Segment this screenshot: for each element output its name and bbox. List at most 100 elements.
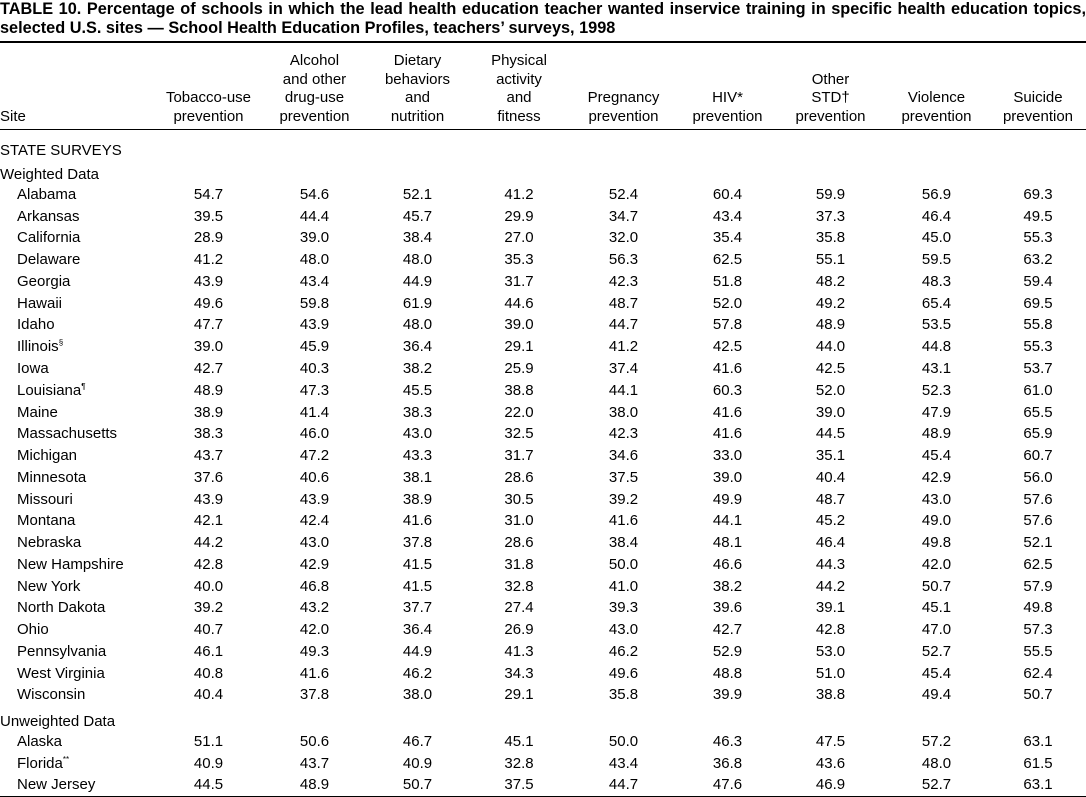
data-row: Delaware 41.2 48.0 48.0 35.3 56.3 62.5 55.1 59.5… <box>0 249 1086 271</box>
site-cell: Ohio <box>0 619 155 641</box>
value-cell: 40.9 <box>193 755 224 773</box>
value-cell: 46.6 <box>712 555 743 573</box>
header-line: and <box>506 89 532 107</box>
value-cell: 41.6 <box>299 664 330 682</box>
header-line: activity <box>496 70 542 88</box>
data-row: Massachusetts 38.3 46.0 43.0 32.5 42.3 41.6 44.… <box>0 423 1086 445</box>
value-cell: 65.9 <box>1023 425 1053 443</box>
value-cell: 37.8 <box>402 534 433 552</box>
value-cell: 48.7 <box>815 490 846 508</box>
data-row: Illinois§ 39.0 45.9 36.4 29.1 41.2 42.5 44.0 44.… <box>0 336 1086 358</box>
value-cell: 42.9 <box>299 555 330 573</box>
value-cell: 54.6 <box>299 185 330 203</box>
value-cell: 46.4 <box>815 534 846 552</box>
value-cell: 48.0 <box>921 755 952 773</box>
value-cell: 50.7 <box>921 577 952 595</box>
value-cell: 45.1 <box>921 599 952 617</box>
value-cell: 38.3 <box>193 425 224 443</box>
column-header: Physical activity and fitness <box>468 42 570 130</box>
column-header: HIV* prevention <box>677 42 778 130</box>
value-cell: 44.9 <box>402 642 433 660</box>
value-cell: 42.0 <box>921 555 952 573</box>
value-cell: 38.2 <box>402 360 433 377</box>
value-cell: 47.0 <box>921 621 952 639</box>
value-cell: 35.8 <box>608 686 639 704</box>
header-line: prevention <box>795 108 866 126</box>
value-cell: 37.6 <box>193 468 224 486</box>
value-cell: 57.6 <box>1023 512 1053 530</box>
group-row: Unweighted Data <box>0 706 1086 731</box>
site-name: Idaho <box>17 316 55 334</box>
site-name: Louisiana <box>17 381 82 399</box>
site-name: Nebraska <box>17 534 82 552</box>
value-cell: 41.5 <box>402 577 433 595</box>
value-cell: 41.6 <box>608 512 639 530</box>
value-cell: 34.7 <box>608 207 639 225</box>
value-cell: 27.4 <box>504 599 534 617</box>
value-cell: 44.7 <box>608 776 639 794</box>
value-cell: 46.2 <box>402 664 433 682</box>
value-cell: 69.5 <box>1023 294 1053 312</box>
site-name: Maine <box>17 403 58 421</box>
value-cell: 52.3 <box>921 381 952 399</box>
site-cell: Nebraska <box>0 532 155 554</box>
value-cell: 46.8 <box>299 577 330 595</box>
value-cell: 49.8 <box>1023 599 1053 617</box>
value-cell: 35.4 <box>712 229 743 247</box>
header-line: fitness <box>497 108 541 126</box>
value-cell: 48.9 <box>193 381 224 399</box>
value-cell: 48.9 <box>299 776 330 794</box>
value-cell: 47.6 <box>712 776 743 794</box>
value-cell: 41.6 <box>712 360 743 377</box>
value-cell: 40.9 <box>402 755 433 773</box>
value-cell: 45.7 <box>402 207 433 225</box>
value-cell: 55.8 <box>1023 316 1053 334</box>
value-cell: 38.4 <box>402 229 433 247</box>
site-cell: West Virginia <box>0 663 155 685</box>
site-name: Georgia <box>17 272 71 290</box>
header-line: Violence <box>907 89 966 107</box>
value-cell: 57.8 <box>712 316 743 334</box>
header-line: Site <box>0 108 26 126</box>
value-cell: 29.1 <box>504 686 534 704</box>
value-cell: 55.5 <box>1023 642 1053 660</box>
value-cell: 44.8 <box>921 338 952 356</box>
value-cell: 46.0 <box>299 425 330 443</box>
value-cell: 48.0 <box>402 316 433 334</box>
value-cell: 48.3 <box>921 272 952 290</box>
value-cell: 31.7 <box>504 447 534 465</box>
value-cell: 48.8 <box>712 664 743 682</box>
value-cell: 41.2 <box>504 185 534 203</box>
value-cell: 61.0 <box>1023 381 1053 399</box>
value-cell: 40.3 <box>299 360 330 377</box>
value-cell: 41.6 <box>712 425 743 443</box>
value-cell: 40.0 <box>193 577 224 595</box>
data-row: Alabama 54.7 54.6 52.1 41.2 52.4 60.4 59.9 56.9 6… <box>0 184 1086 206</box>
value-cell: 62.4 <box>1023 664 1053 682</box>
site-name: Florida <box>17 755 63 773</box>
value-cell: 41.2 <box>193 251 224 269</box>
site-name: Alaska <box>17 733 63 751</box>
value-cell: 43.1 <box>921 360 952 377</box>
site-name: Wisconsin <box>17 686 86 704</box>
value-cell: 30.5 <box>504 490 534 508</box>
value-cell: 55.3 <box>1023 229 1053 247</box>
value-cell: 48.0 <box>299 251 330 269</box>
value-cell: 39.1 <box>815 599 846 617</box>
value-cell: 49.3 <box>299 642 330 660</box>
value-cell: 41.2 <box>608 338 639 356</box>
value-cell: 43.0 <box>608 621 639 639</box>
value-cell: 28.6 <box>504 468 534 486</box>
data-row: Alaska 51.1 50.6 46.7 45.1 50.0 46.3 47.5 57.2 63… <box>0 731 1086 753</box>
data-row: Nebraska 44.2 43.0 37.8 28.6 38.4 48.1 46.4 49.8… <box>0 532 1086 554</box>
value-cell: 57.2 <box>921 733 952 751</box>
value-cell: 43.0 <box>921 490 952 508</box>
footnote-mark: ** <box>62 755 70 765</box>
header-line: nutrition <box>390 108 445 126</box>
value-cell: 44.2 <box>193 534 224 552</box>
column-header: Violence prevention <box>883 42 990 130</box>
site-cell: Idaho <box>0 315 155 337</box>
value-cell: 42.0 <box>299 621 330 639</box>
site-cell: Michigan <box>0 445 155 467</box>
value-cell: 25.9 <box>504 360 534 377</box>
